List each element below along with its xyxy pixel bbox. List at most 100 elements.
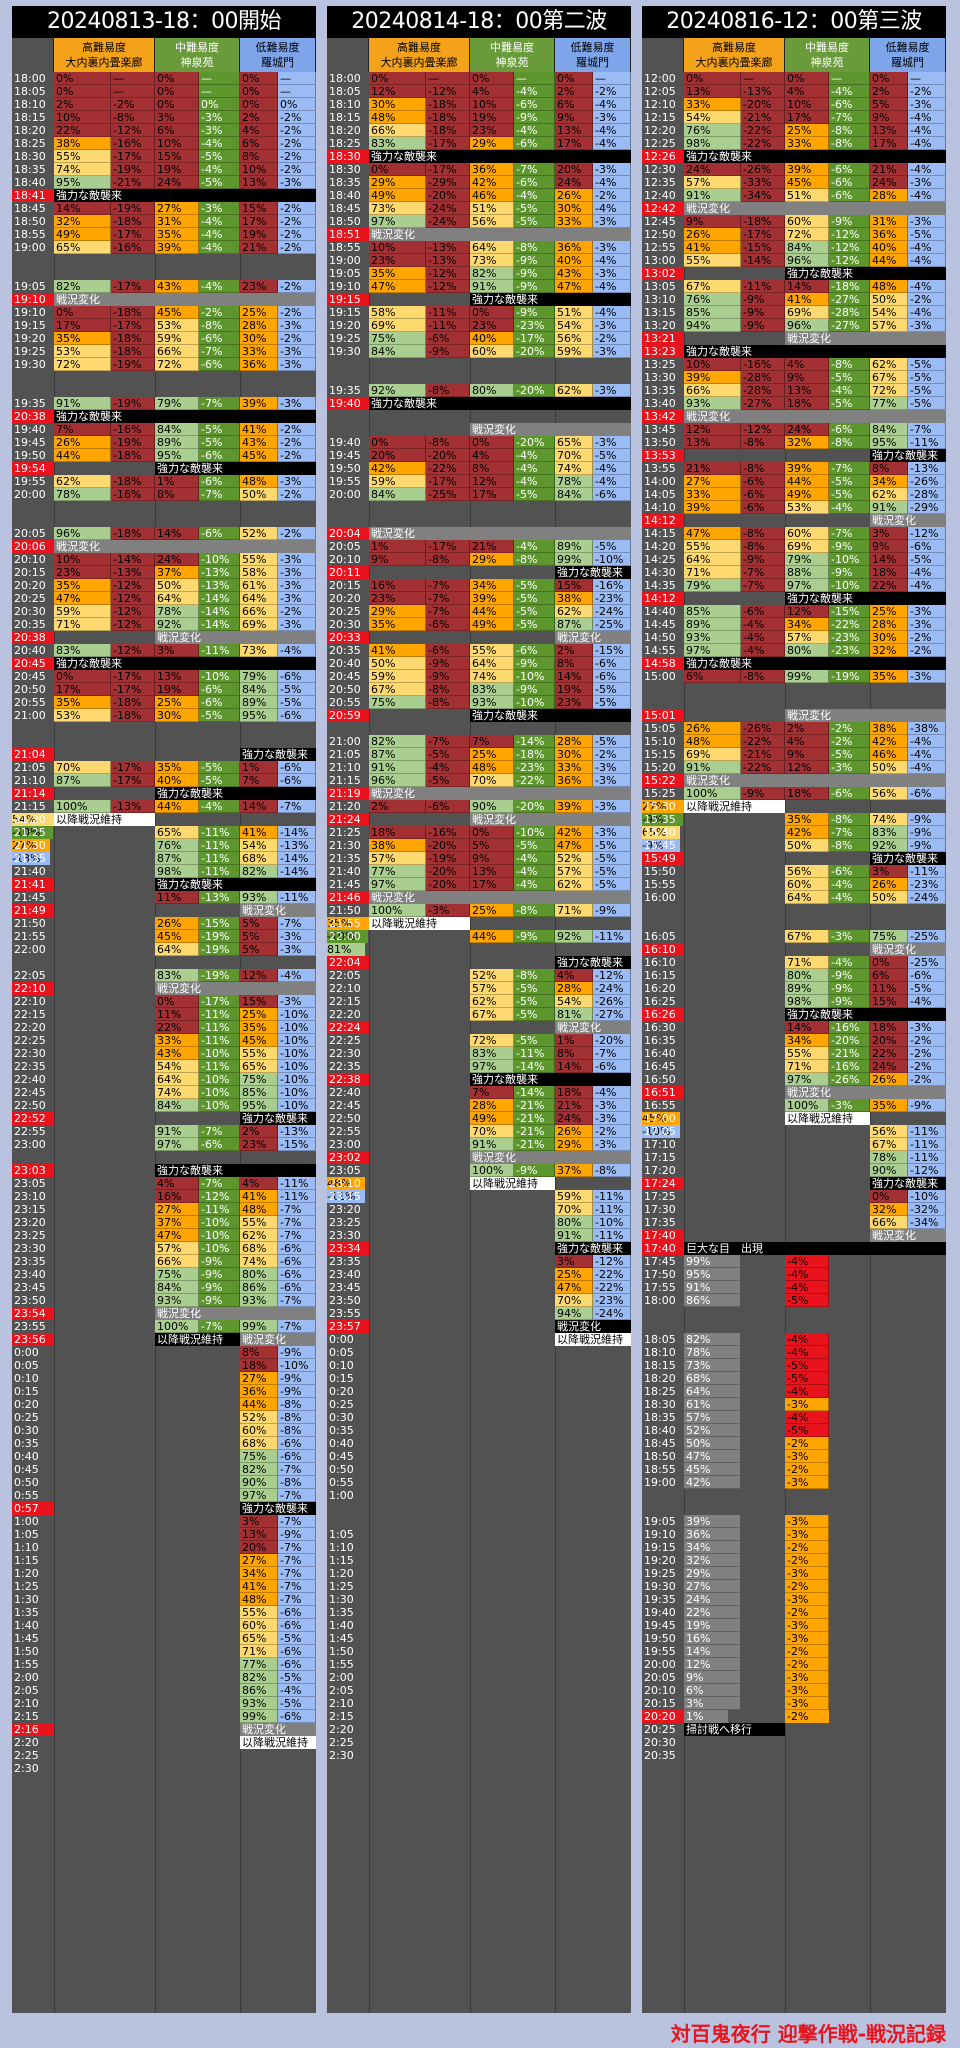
progress-cell: 8% xyxy=(555,1047,593,1060)
table-row: 18:25 38% -16% 10% -4% 6% -2% xyxy=(12,137,316,150)
progress-cell: 2% xyxy=(240,111,278,124)
time-cell xyxy=(642,1307,684,1320)
table-row: 0:50 90% -8% xyxy=(12,1476,316,1489)
event-label: 強力な敵襲来 xyxy=(785,267,946,280)
progress-cell: 48% xyxy=(240,475,278,488)
change-cell: -4% xyxy=(908,124,946,137)
column-divider xyxy=(54,72,55,2013)
event-time: 19:15 xyxy=(327,293,369,306)
change-cell: -5% xyxy=(829,397,870,410)
change-cell: -16% xyxy=(111,488,155,501)
change-cell: -6% xyxy=(514,644,555,657)
progress-cell: 1% xyxy=(369,540,426,553)
change-cell: -9% xyxy=(741,306,785,319)
table-row: 2:25 xyxy=(327,1736,631,1749)
progress-cell: 17% xyxy=(785,111,829,124)
progress-cell: 88% xyxy=(785,566,829,579)
change-cell: 0% xyxy=(199,98,240,111)
change-cell: -6% xyxy=(278,1619,316,1632)
header-line: 中難易度 xyxy=(175,41,219,54)
progress-cell: 26% xyxy=(684,228,741,241)
progress-cell: 32% xyxy=(684,1554,741,1567)
progress-cell: 11% xyxy=(155,891,199,904)
event-row: 23:57 戦況変化 xyxy=(327,1320,631,1333)
progress-cell: 20% xyxy=(555,163,593,176)
progress-cell: 13% xyxy=(785,384,829,397)
time-cell: 22:35 xyxy=(14,1060,46,1073)
progress-cell: 31% xyxy=(155,215,199,228)
table-row: 23:40 75% -9% 80% -6% xyxy=(12,1268,316,1281)
event-label: 戦況変化 xyxy=(155,982,316,995)
change-cell: -3% xyxy=(593,774,631,787)
progress-cell: 91% xyxy=(369,761,426,774)
progress-cell: 60% xyxy=(240,1619,278,1632)
progress-cell: 78% xyxy=(54,488,111,501)
change-cell: -5% xyxy=(199,423,240,436)
progress-cell: 0% xyxy=(369,436,426,449)
change-cell: -11% xyxy=(199,865,240,878)
table-row: 19:35 92% -8% 80% -20% 62% -3% xyxy=(327,384,631,397)
event-time: 23:56 xyxy=(12,1333,54,1346)
time-cell: 21:50 xyxy=(329,904,361,917)
change-cell: -3% xyxy=(908,98,946,111)
change-cell: -5% xyxy=(908,553,946,566)
change-cell: -2% xyxy=(278,202,316,215)
table-row xyxy=(642,1502,946,1515)
time-cell: 1:10 xyxy=(14,1541,39,1554)
time-cell: 0:15 xyxy=(14,1385,39,1398)
header-line: 羅城門 xyxy=(576,56,609,69)
change-cell: -4% xyxy=(514,852,555,865)
time-cell: 20:05 xyxy=(14,527,46,540)
progress-cell: 27% xyxy=(684,475,741,488)
change-cell: -9% xyxy=(199,1268,240,1281)
progress-cell: 95% xyxy=(240,709,278,722)
progress-cell: 6% xyxy=(870,969,908,982)
event-row: 14:58 強力な敵襲来 xyxy=(642,657,946,670)
event-time: 13:42 xyxy=(642,410,684,423)
progress-cell: 22% xyxy=(870,1047,908,1060)
time-cell: 12:15 xyxy=(644,111,676,124)
change-cell: -21% xyxy=(514,1099,555,1112)
event-row: 16:10 戦況変化 xyxy=(642,943,946,956)
progress-cell: 66% xyxy=(155,1255,199,1268)
event-row: 12:26 強力な敵襲来 xyxy=(642,150,946,163)
change-cell: -3% xyxy=(278,592,316,605)
progress-cell: 10% xyxy=(785,98,829,111)
progress-cell: 16% xyxy=(684,1632,741,1645)
table-row: 18:30 61% -3% xyxy=(642,1398,946,1411)
change-cell: -5% xyxy=(593,540,631,553)
time-cell: 1:30 xyxy=(14,1593,39,1606)
progress-cell: 21% xyxy=(555,1099,593,1112)
time-cell: 20:35 xyxy=(644,1749,676,1762)
time-cell: 21:55 xyxy=(329,917,361,930)
change-cell: — xyxy=(426,72,470,85)
event-label: 戦況変化 xyxy=(684,774,946,787)
table-row: 19:25 75% -6% 40% -17% 56% -2% xyxy=(327,332,631,345)
progress-cell: 36% xyxy=(470,163,514,176)
table-row: 20:10 9% -8% 29% -8% 99% -10% xyxy=(327,553,631,566)
change-cell: -7% xyxy=(829,826,870,839)
progress-cell: 24% xyxy=(785,423,829,436)
table-row: 13:30 39% -28% 9% -5% 67% -5% xyxy=(642,371,946,384)
progress-cell: 17% xyxy=(54,319,111,332)
change-cell: -26% xyxy=(593,995,631,1008)
change-cell: -17% xyxy=(111,670,155,683)
progress-cell: 0% xyxy=(240,72,278,85)
progress-cell: 20% xyxy=(240,1541,278,1554)
table-row: 20:15 23% -13% 37% -13% 58% -3% xyxy=(12,566,316,579)
event-time: 22:38 xyxy=(327,1073,369,1086)
change-cell: -11% xyxy=(426,306,470,319)
progress-cell: 74% xyxy=(470,670,514,683)
progress-cell: -2% xyxy=(785,1580,829,1593)
time-cell: 23:25 xyxy=(14,1229,46,1242)
table-row: 21:10 91% -4% 48% -23% 33% -3% xyxy=(327,761,631,774)
progress-cell: 94% xyxy=(684,319,741,332)
change-cell: -3% xyxy=(278,553,316,566)
table-row: 22:40 7% -14% 18% -4% xyxy=(327,1086,631,1099)
progress-cell: 89% xyxy=(684,618,741,631)
time-cell: 22:20 xyxy=(329,1008,361,1021)
progress-cell: -3% xyxy=(785,1619,829,1632)
change-cell: -2% xyxy=(278,605,316,618)
change-cell: -8% xyxy=(741,670,785,683)
event-row: 23:34 強力な敵襲来 xyxy=(327,1242,631,1255)
